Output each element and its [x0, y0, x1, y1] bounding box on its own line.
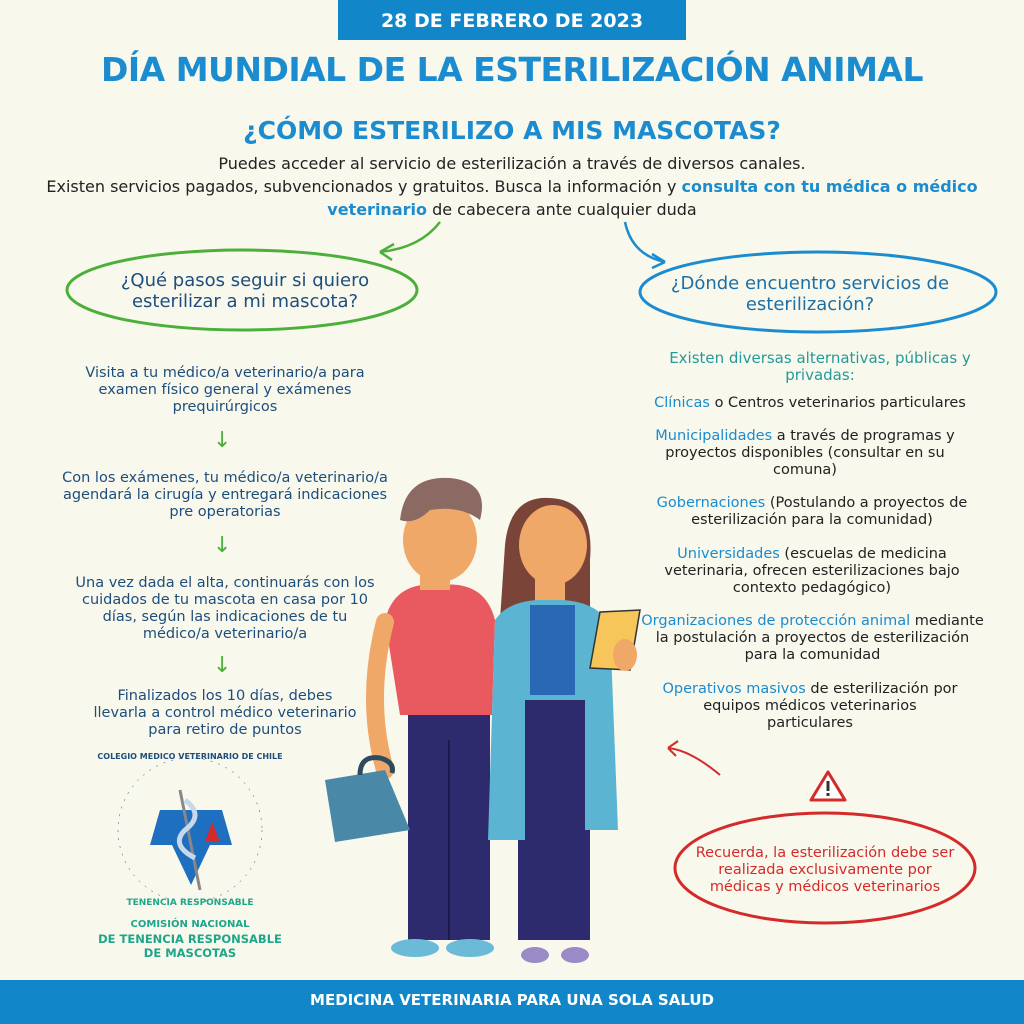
intro-text-a: Existen servicios pagados, subvencionado…	[46, 177, 682, 196]
alternative-item: Clínicas o Centros veterinarios particul…	[625, 395, 995, 412]
logo-caption: COMISIÓN NACIONAL DE TENENCIA RESPONSABL…	[80, 918, 300, 960]
page-subtitle: ¿CÓMO ESTERILIZO A MIS MASCOTAS?	[243, 116, 781, 145]
alternative-item: Gobernaciones (Postulando a proyectos de…	[632, 495, 992, 529]
man-illustration	[325, 477, 495, 957]
alternative-text: mediante la postulación a proyectos de e…	[655, 613, 984, 663]
steps-question: ¿Qué pasos seguir si quiero esterilizar …	[120, 270, 370, 312]
intro-highlight: consulta con tu médica o médico veterina…	[327, 177, 978, 219]
blue-arrow-icon	[623, 221, 666, 270]
alternative-item: Municipalidades a través de programas y …	[640, 428, 970, 479]
colegio-logo	[117, 757, 263, 903]
step-3: Una vez dada el alta, continuarás con lo…	[75, 575, 375, 642]
alternative-item: Organizaciones de protección animal medi…	[640, 613, 985, 664]
alternative-text: a través de programas y proyectos dispon…	[665, 428, 955, 478]
alternative-item: Universidades (escuelas de medicina vete…	[642, 546, 982, 597]
logo-caption-2: DE TENENCIA RESPONSABLE	[98, 932, 282, 946]
logo-caption-1: COMISIÓN NACIONAL	[130, 919, 250, 930]
logo-ring-top: COLEGIO MEDICO VETERINARIO DE CHILE	[97, 752, 283, 761]
step-2: Con los exámenes, tu médico/a veterinari…	[62, 470, 388, 520]
intro-text-b: de cabecera ante cualquier duda	[426, 200, 697, 219]
alternative-text: (Postulando a proyectos de esterilizació…	[691, 495, 968, 528]
arrow-down-icon: ↓	[213, 428, 232, 453]
alternative-key: Universidades	[677, 546, 780, 562]
where-question: ¿Dónde encuentro servicios de esteriliza…	[670, 273, 950, 315]
intro-line-1: Puedes acceder al servicio de esteriliza…	[218, 154, 806, 173]
alternative-key: Gobernaciones	[656, 495, 766, 511]
green-oval-icon	[65, 248, 419, 332]
red-oval-icon	[673, 811, 977, 925]
step-4: Finalizados los 10 días, debes llevarla …	[93, 688, 357, 738]
veterinarian-illustration	[488, 497, 641, 963]
logo-caption-3: DE MASCOTAS	[143, 946, 237, 960]
page-title: DÍA MUNDIAL DE LA ESTERILIZACIÓN ANIMAL	[101, 50, 923, 89]
green-arrow-icon	[379, 221, 441, 262]
alternatives-intro: Existen diversas alternativas, públicas …	[669, 349, 971, 384]
intro-text: Puedes acceder al servicio de esteriliza…	[40, 152, 984, 221]
arrow-down-icon: ↓	[213, 533, 232, 558]
alternative-key: Clínicas	[654, 395, 710, 411]
logo-ring-bottom: TENENCIA RESPONSABLE	[126, 898, 254, 908]
step-1: Visita a tu médico/a veterinario/a para …	[85, 365, 365, 415]
alternative-key: Municipalidades	[655, 428, 773, 444]
alternative-text: de esterilización por equipos médicos ve…	[703, 681, 958, 731]
alternative-text: (escuelas de medicina veterinaria, ofrec…	[664, 546, 960, 596]
alternative-text: o Centros veterinarios particulares	[709, 395, 966, 411]
arrow-down-icon: ↓	[213, 653, 232, 678]
reminder-text: Recuerda, la esterilización debe ser rea…	[695, 845, 955, 895]
alternative-key: Organizaciones de protección animal	[641, 613, 911, 629]
alternative-item: Operativos masivos de esterilización por…	[660, 681, 960, 732]
red-arrow-icon	[667, 740, 721, 776]
footer-banner: MEDICINA VETERINARIA PARA UNA SOLA SALUD	[0, 980, 1024, 1024]
alternative-key: Operativos masivos	[662, 681, 806, 697]
blue-oval-icon	[638, 250, 998, 334]
date-banner: 28 DE FEBRERO DE 2023	[338, 0, 686, 40]
intro-line-2: Existen servicios pagados, subvencionado…	[40, 175, 984, 221]
warning-icon	[809, 770, 847, 802]
